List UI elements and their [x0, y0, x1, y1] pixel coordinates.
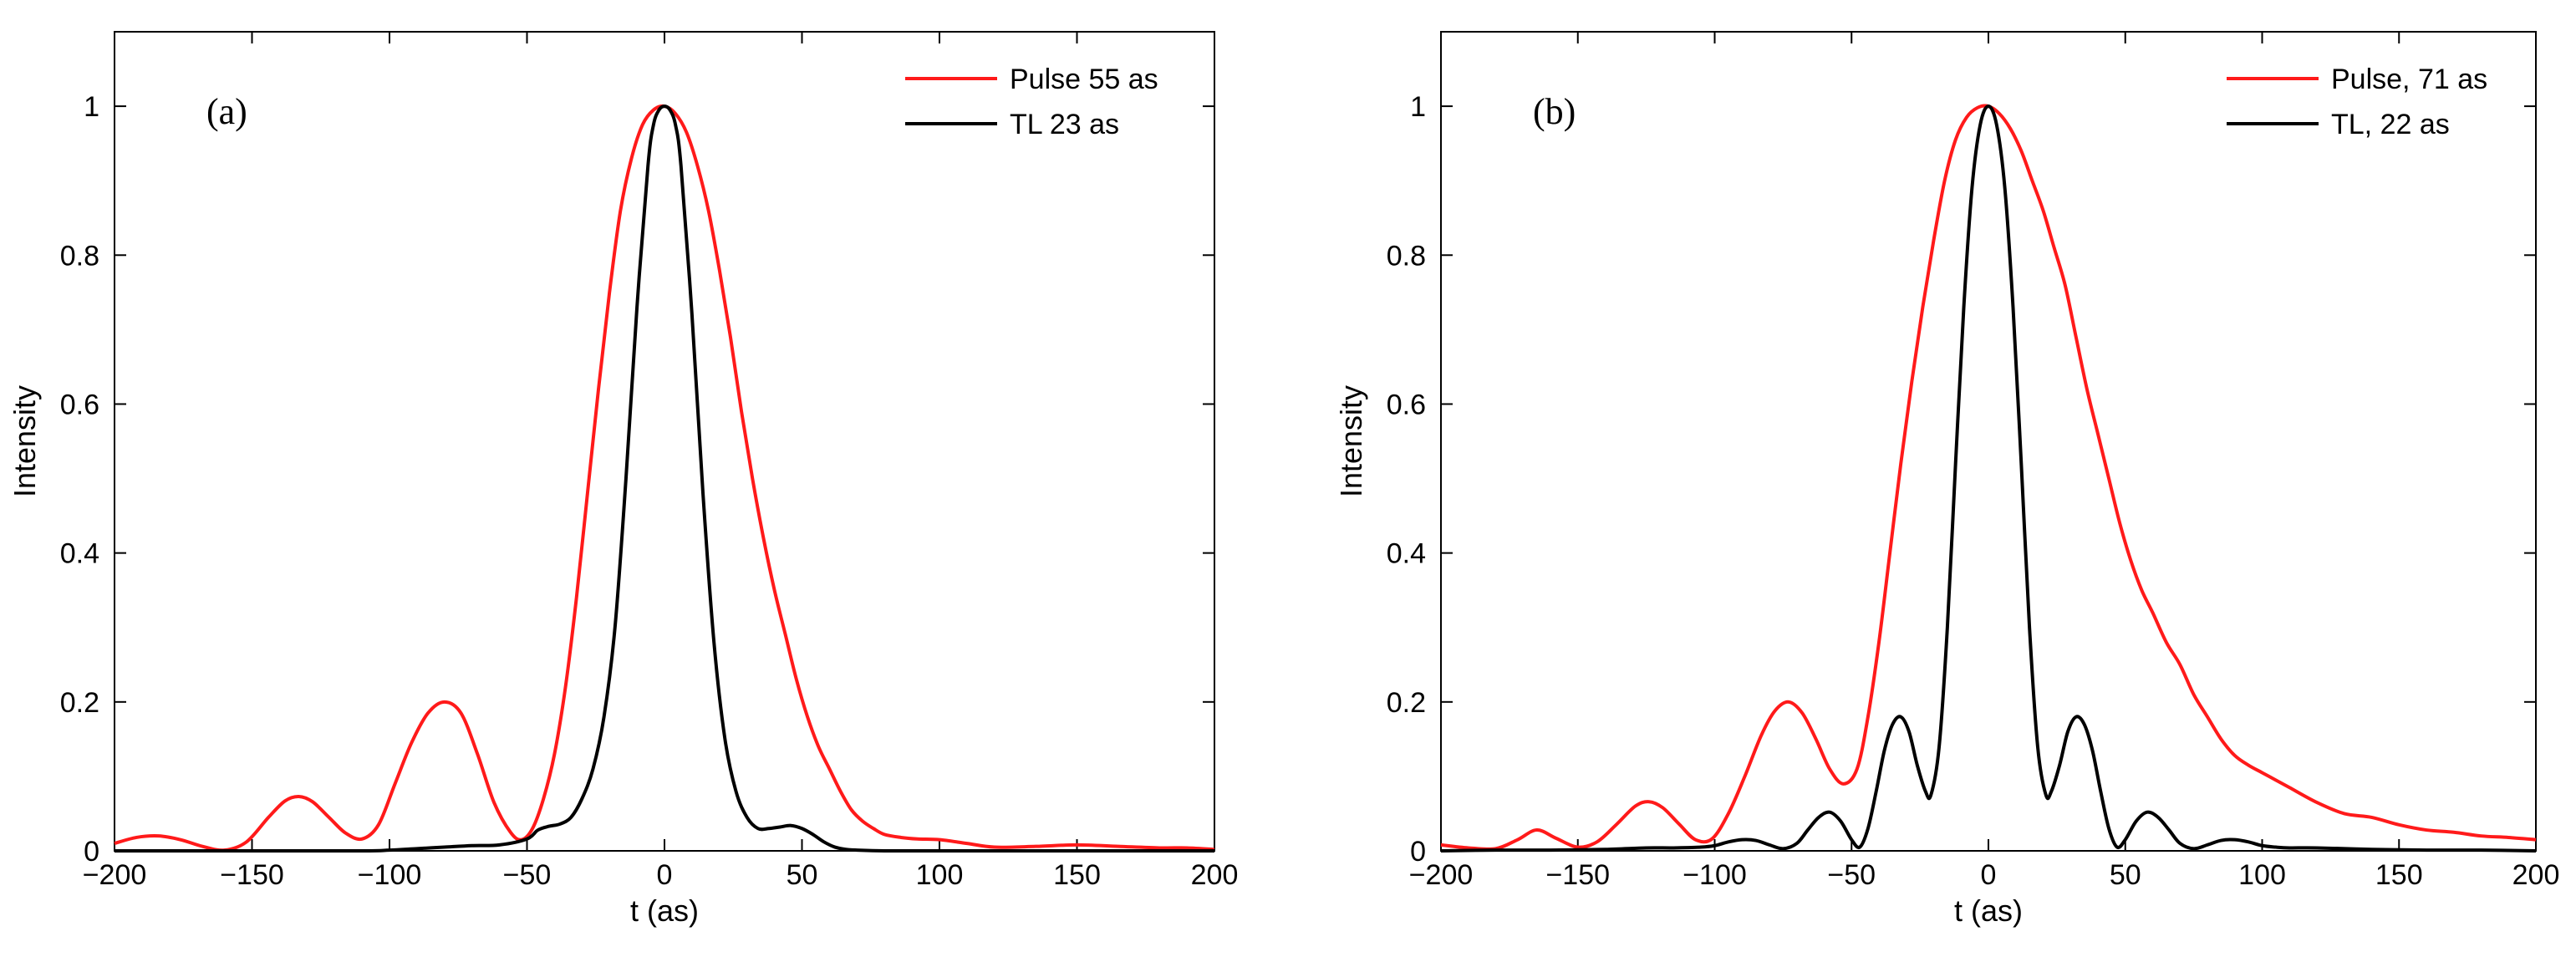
- x-tick-labels: −200 −150 −100 −50 0 50 100 150 200: [83, 859, 1239, 891]
- x-tick-label: 200: [1191, 859, 1239, 891]
- x-tick-label: 150: [2375, 859, 2423, 891]
- series-lines: [1440, 104, 2537, 853]
- legend-label-tl: TL, 22 as: [2331, 109, 2450, 140]
- x-tick-label: −200: [1409, 859, 1474, 891]
- x-tick-label: 100: [916, 859, 964, 891]
- chart-panel-a: −200 −150 −100 −50 0 50 100 150 200 0 0.2 0.4 0.6 0.…: [8, 31, 1239, 928]
- y-tick-labels: 0 0.2 0.4 0.6 0.8 1: [60, 91, 99, 868]
- y-axis-label: Intensity: [8, 385, 42, 497]
- y-tick-label: 0.8: [60, 240, 99, 272]
- legend: Pulse, 71 as TL, 22 as: [2227, 64, 2487, 140]
- series-line-pulse: [1440, 104, 2537, 851]
- x-tick-label: −50: [1827, 859, 1876, 891]
- y-tick-label: 0.4: [60, 538, 99, 570]
- y-tick-label: 0.2: [60, 687, 99, 719]
- y-tick-label: 0.4: [1387, 538, 1426, 570]
- tick-marks: [114, 32, 1215, 852]
- y-tick-label: 0: [1410, 836, 1426, 868]
- x-tick-label: 50: [2110, 859, 2141, 891]
- chart-panel-b: −200 −150 −100 −50 0 50 100 150 200 0 0.2 0.4 0.6 0.…: [1334, 31, 2560, 928]
- x-tick-labels: −200 −150 −100 −50 0 50 100 150 200: [1409, 859, 2560, 891]
- x-tick-label: 0: [657, 859, 673, 891]
- panel-label: (a): [206, 91, 247, 132]
- axes-box: [114, 31, 1215, 852]
- y-tick-label: 0.6: [60, 389, 99, 420]
- x-tick-label: 200: [2512, 859, 2560, 891]
- legend-label-tl: TL 23 as: [1010, 109, 1119, 140]
- panel-label: (b): [1533, 91, 1576, 132]
- x-tick-label: −150: [1545, 859, 1610, 891]
- x-tick-label: 100: [2238, 859, 2286, 891]
- legend: Pulse 55 as TL 23 as: [905, 64, 1158, 140]
- legend-label-pulse: Pulse, 71 as: [2331, 64, 2487, 95]
- x-tick-label: 0: [1981, 859, 1997, 891]
- x-tick-label: 150: [1053, 859, 1101, 891]
- y-tick-labels: 0 0.2 0.4 0.6 0.8 1: [1387, 91, 1426, 868]
- axes-box: [1440, 31, 2537, 852]
- y-tick-label: 1: [84, 91, 99, 123]
- series-line-tl: [1440, 104, 2537, 853]
- series-lines: [114, 104, 1215, 853]
- x-axis-label: t (as): [630, 893, 699, 928]
- series-line-pulse: [114, 104, 1215, 853]
- x-tick-label: −50: [503, 859, 552, 891]
- x-axis-label: t (as): [1954, 893, 2023, 928]
- y-tick-label: 0.6: [1387, 389, 1426, 420]
- y-tick-label: 0.8: [1387, 240, 1426, 272]
- series-line-tl: [114, 104, 1214, 853]
- x-tick-label: 50: [787, 859, 818, 891]
- y-axis-label: Intensity: [1334, 385, 1368, 497]
- x-tick-label: −150: [220, 859, 284, 891]
- x-tick-label: −100: [1683, 859, 1747, 891]
- x-tick-label: −100: [358, 859, 422, 891]
- legend-label-pulse: Pulse 55 as: [1010, 64, 1158, 95]
- y-tick-label: 0.2: [1387, 687, 1426, 719]
- y-tick-label: 1: [1410, 91, 1426, 123]
- y-tick-label: 0: [84, 836, 99, 868]
- x-tick-label: −200: [83, 859, 147, 891]
